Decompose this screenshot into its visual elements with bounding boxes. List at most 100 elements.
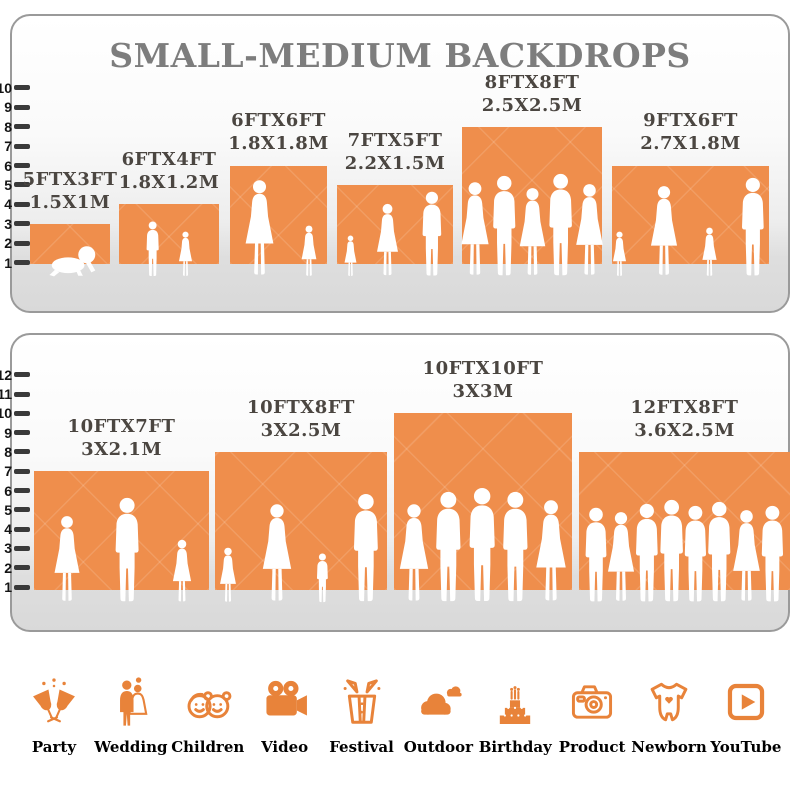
size-meters-text: 3X2.1M xyxy=(81,439,162,461)
ruler-tick-dash xyxy=(14,124,30,130)
adult-man-silhouette xyxy=(414,191,450,277)
ruler-tick-number: 2 xyxy=(4,559,12,576)
backdrop-size-label: 10FTX10FT 3X3M xyxy=(423,357,544,403)
backdrop-bar-5ftx3ft xyxy=(30,223,110,264)
ruler-tick-7: 7 xyxy=(0,463,30,479)
adult-woman-silhouette xyxy=(235,179,284,277)
category-label: YouTube xyxy=(710,738,782,756)
category-label: Product xyxy=(558,738,626,756)
ruler-tick-dash xyxy=(14,391,30,397)
backdrop-size-label: 12FTX8FT 3.6X2.5M xyxy=(631,396,739,442)
newborn-icon xyxy=(650,682,688,722)
adult-man-silhouette xyxy=(492,491,539,603)
people-silhouettes xyxy=(205,493,397,603)
adult-man-silhouette xyxy=(732,177,774,277)
ruler-tick-8: 8 xyxy=(0,444,30,460)
ruler-tick-number: 10 xyxy=(0,79,12,96)
ruler-tick-number: 4 xyxy=(4,196,12,213)
size-feet-text: 10FTX8FT xyxy=(247,396,355,418)
category-label: Children xyxy=(171,738,245,756)
ruler-tick-dash xyxy=(14,240,30,246)
ruler-tick-12: 12 xyxy=(0,367,30,383)
adult-woman-silhouette xyxy=(252,503,302,603)
outdoor-icon xyxy=(421,686,462,715)
backdrop-bar-10ftx7ft xyxy=(34,471,209,590)
small-medium-chart-panel: SMALL-MEDIUM BACKDROPS 1 2 3 4 5 6 7 8 9 10 5FTX3… xyxy=(0,14,790,313)
size-feet-text: 6FTX4FT xyxy=(121,149,217,171)
ruler-tick-dash xyxy=(14,221,30,227)
ruler-tick-number: 1 xyxy=(4,254,12,271)
backdrop-size-label: 6FTX6FT 1.8X1.8M xyxy=(228,109,329,155)
ruler-tick-dash xyxy=(14,488,30,493)
category-label: Party xyxy=(31,738,77,756)
adult-woman-silhouette xyxy=(566,183,613,277)
category-item-wedding: Wedding xyxy=(94,652,168,756)
category-label: Festival xyxy=(329,738,394,756)
backdrop-bar-10ftx10ft xyxy=(394,413,572,590)
crawling-baby-silhouette xyxy=(37,241,103,277)
size-meters-text: 3X2.5M xyxy=(260,419,342,441)
adult-woman-silhouette xyxy=(451,181,499,277)
backdrop-bar-12ftx8ft xyxy=(579,451,790,590)
ruler-tick-number: 7 xyxy=(4,463,12,480)
ruler-tick-number: 5 xyxy=(4,176,12,193)
ruler-tick-dash xyxy=(14,449,30,455)
child-girl-silhouette xyxy=(214,547,242,603)
people-silhouettes xyxy=(602,177,779,277)
size-meters-text: 1.8X1.2M xyxy=(118,172,220,194)
ruler-tick-6: 6 xyxy=(0,158,30,174)
people-silhouettes xyxy=(384,487,582,603)
ruler-tick-number: 9 xyxy=(4,424,12,441)
ruler-tick-8: 8 xyxy=(0,119,30,135)
ruler-tick-dash xyxy=(14,545,30,551)
ruler-tick-number: 5 xyxy=(4,501,12,518)
category-label: Video xyxy=(261,738,309,756)
youtube-icon xyxy=(727,683,765,721)
ruler-tick-dash xyxy=(14,410,30,416)
size-meters-text: 3.6X2.5M xyxy=(634,419,735,441)
size-meters-text: 2.2X1.5M xyxy=(344,152,446,174)
people-silhouettes xyxy=(20,241,120,277)
size-meters-text: 3X3M xyxy=(452,381,514,403)
ruler-tick-number: 10 xyxy=(0,405,12,422)
backdrop-size-label: 8FTX8FT 2.5X2.5M xyxy=(482,71,583,117)
ruler-tick-number: 9 xyxy=(4,99,12,116)
adult-woman-silhouette xyxy=(369,203,406,277)
ruler-tick-9: 9 xyxy=(0,99,30,115)
adult-man-silhouette xyxy=(425,491,472,603)
ruler-tick-dash xyxy=(14,182,30,188)
people-silhouettes xyxy=(220,179,337,277)
size-feet-text: 7FTX5FT xyxy=(347,129,443,151)
page-title: SMALL-MEDIUM BACKDROPS xyxy=(109,36,691,75)
category-label: Wedding xyxy=(94,738,168,756)
size-feet-text: 5FTX3FT xyxy=(22,168,118,190)
ruler-tick-number: 1 xyxy=(4,579,12,595)
adult-man-silhouette xyxy=(650,499,693,603)
adult-woman-silhouette xyxy=(45,515,89,603)
backdrop-bar-7ftx5ft xyxy=(337,184,453,264)
ruler-tick-number: 3 xyxy=(4,215,12,232)
ruler-tick-dash xyxy=(14,143,30,149)
child-girl-silhouette xyxy=(296,225,322,277)
large-chart-panel: 1 2 3 4 5 6 7 8 9 10 11 12 10FTX7FT 3X2.1M 10FTX8FT 3X… xyxy=(0,333,790,632)
ruler-tick-3: 3 xyxy=(0,216,30,232)
category-item-children: Children xyxy=(171,652,245,756)
children-icon xyxy=(187,691,232,719)
ruler-tick-9: 9 xyxy=(0,425,30,441)
ruler-tick-dash xyxy=(14,584,30,590)
ruler-tick-dash xyxy=(14,85,30,91)
ruler-tick-3: 3 xyxy=(0,540,30,556)
ruler-tick-dash xyxy=(14,201,30,207)
child-girl-silhouette xyxy=(697,227,722,277)
size-feet-text: 10FTX10FT xyxy=(422,358,544,380)
ruler-tick-number: 4 xyxy=(4,521,12,538)
adult-man-silhouette xyxy=(483,175,526,277)
adult-woman-silhouette xyxy=(723,509,770,603)
category-item-newborn: Newborn xyxy=(631,652,707,756)
adult-woman-silhouette xyxy=(389,503,439,603)
child-girl-silhouette xyxy=(340,235,361,277)
backdrop-size-label: 5FTX3FT 1.5X1M xyxy=(23,168,118,214)
adult-man-silhouette xyxy=(576,507,616,603)
child-boy-silhouette xyxy=(141,221,164,277)
adult-man-silhouette xyxy=(675,505,716,603)
